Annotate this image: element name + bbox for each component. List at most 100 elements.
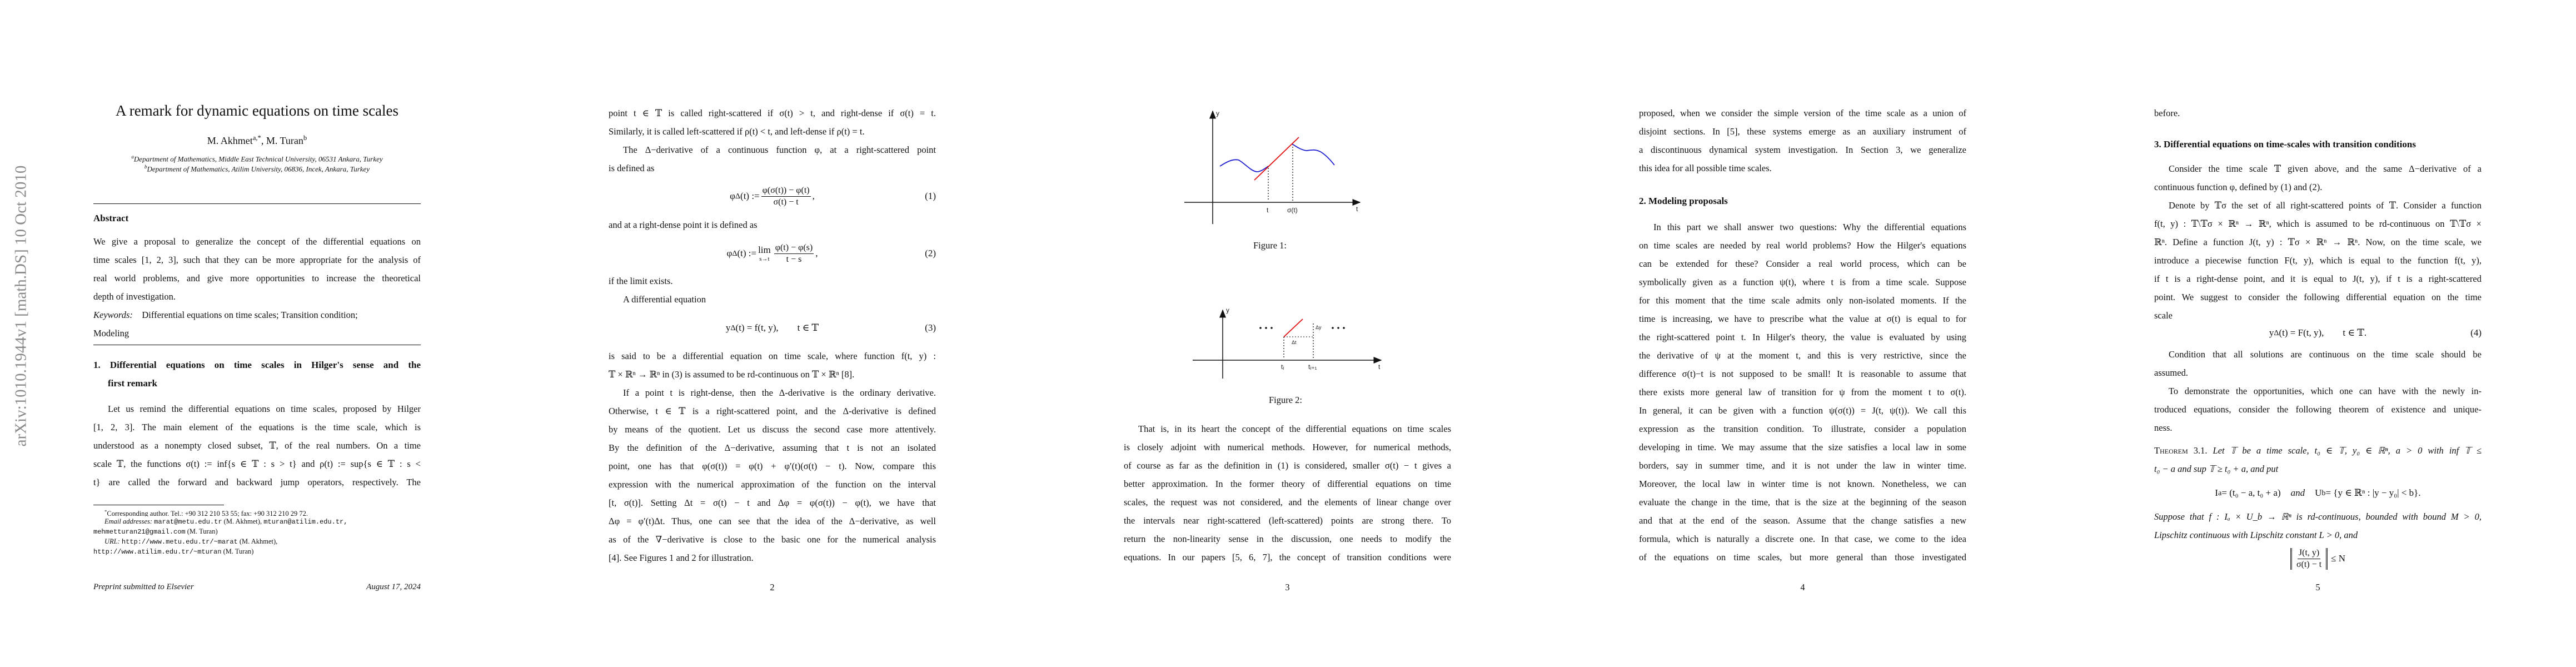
text-line: scale 𝕋, the functions σ(t) := inf{s ∈ 𝕋… <box>93 459 421 469</box>
numerator: φ(σ(t)) − φ(t) <box>761 186 811 197</box>
text-segment: Let 𝕋 be a time scale, t₀ ∈ 𝕋, y₀ ∈ ℝⁿ, … <box>2207 445 2482 456</box>
eq-symbol: φ <box>730 191 735 201</box>
section-3-heading: 3. Differential equations on time-scales… <box>2154 135 2482 153</box>
text-line: Denote by 𝕋σ the set of all right-scatte… <box>2169 200 2482 211</box>
eq-symbol: y <box>725 322 731 333</box>
text-line: mehmetturan21@gmail.com (M. Turan) <box>93 526 421 536</box>
text-line: continuous function φ, defined by (1) an… <box>2154 182 2323 192</box>
text-line: Keywords: Differential equations on time… <box>93 306 421 324</box>
red-segment <box>1283 318 1303 337</box>
text-line: If a point t is right-dense, then the Δ-… <box>623 387 936 398</box>
text-line: point. We suggest to consider the follow… <box>2154 292 2482 302</box>
text-line: disjoint sections. In [5], these systems… <box>1639 126 1966 137</box>
text-line: first remark <box>108 378 157 389</box>
fraction: φ(σ(t)) − φ(t) σ(t) − t <box>761 186 811 207</box>
text-line: point t ∈ 𝕋 is called right-scattered if… <box>609 108 936 118</box>
text-segment: Email addresses: <box>104 517 152 525</box>
author-1: M. Akhmet <box>207 135 253 146</box>
eq-text: (t) := <box>740 191 760 201</box>
limit: lim s→t <box>758 245 771 262</box>
date: August 17, 2024 <box>366 583 421 591</box>
text-line: difference σ(t)−t is not supposed to be … <box>1639 369 1966 379</box>
author-1-affil: a,* <box>252 134 261 142</box>
text-line: [t, σ(t)]. Setting Δt = σ(t) − t and Δφ … <box>609 497 936 508</box>
text-line: Theorem 3.1. Let 𝕋 be a time scale, t₀ ∈… <box>2154 441 2482 460</box>
text-line: symbolically given as a function ψ(t), w… <box>1639 277 1966 287</box>
curve-right <box>1292 143 1335 166</box>
page-number: 5 <box>2315 582 2320 593</box>
text-segment: (M. Akhmet), <box>237 537 278 545</box>
text-line: can be extended for these? Consider a re… <box>1639 258 1966 269</box>
text-line: expression as the transition condition. … <box>1639 424 1966 434</box>
text-line: equations. In our papers [5, 6, 7], the … <box>1124 552 1451 563</box>
ellipsis-left <box>1259 327 1273 329</box>
page-number: 4 <box>1800 582 1805 593</box>
text-segment: (M. Akhmet), <box>222 517 264 525</box>
eq-sup: Δ <box>735 191 741 201</box>
text-line: 2. Modeling proposals <box>1639 196 1728 206</box>
text-segment: Differential equations on time scales; T… <box>132 310 358 320</box>
eq-sup: Δ <box>732 248 738 258</box>
text-line: t} are called the forward and backward j… <box>93 477 421 487</box>
dt-label: Δt <box>1292 340 1297 345</box>
text-line: [4]. See Figures 1 and 2 for illustratio… <box>609 552 754 563</box>
text-line: and that at the end of the season. Assum… <box>1639 515 1966 526</box>
text-segment: mturan@atilim.edu.tr, <box>263 518 348 526</box>
text-segment: URL: <box>104 537 120 545</box>
paragraph: if the limit exists. A differential equat… <box>609 272 936 308</box>
t-tick-label: t <box>1267 206 1269 214</box>
section-1-heading: 1. Differential equations on time scales… <box>93 356 421 392</box>
affiliation-b: bDepartment of Mathematics, Atilim Unive… <box>93 164 421 173</box>
paragraph: That is, in its heart the concept of the… <box>1124 420 1451 566</box>
text-line: Consider the time scale 𝕋 given above, a… <box>2169 163 2482 174</box>
text-line: if t is a right-dense point, and it is e… <box>2154 273 2482 284</box>
heading-text: Abstract <box>93 213 129 223</box>
affil-text: Department of Mathematics, Middle East T… <box>133 155 383 163</box>
text-line: f(t, y) : 𝕋\𝕋σ × ℝⁿ → ℝⁿ, which is assum… <box>2154 218 2482 229</box>
text-line: introduce a piecewise function F(t, y), … <box>2154 255 2482 266</box>
text-line: the derivative of ψ at the moment t, and… <box>1639 350 1966 361</box>
text-line: In this part we shall answer two questio… <box>1653 222 1966 232</box>
figure-2: y Δy Δt tᵢ tᵢ₊₁ t <box>1193 306 1382 379</box>
text-line: Modeling <box>93 328 129 339</box>
text-segment: Suppose that f : Iₐ × U_b → ℝⁿ is rd-con… <box>2154 511 2482 522</box>
text-line: We give a proposal to generalize the con… <box>93 236 421 247</box>
eq-sup: Δ <box>730 323 736 332</box>
paper-title: A remark for dynamic equations on time s… <box>115 102 399 119</box>
text-line: the intervals near right-scattered (left… <box>1124 515 1451 526</box>
section-1-paragraph: Let us remind the differential equations… <box>93 400 421 491</box>
figure-2-caption: Figure 2: <box>1268 395 1303 405</box>
text-line: Δφ = φ′(t)Δt. Thus, one can see that the… <box>609 516 936 526</box>
text-line: The Δ−derivative of a continuous functio… <box>623 145 936 155</box>
eq-text: , <box>815 248 818 258</box>
text-line: borders, say in summer time, and it is n… <box>1639 460 1966 471</box>
text-line: is defined as <box>609 163 655 173</box>
affil-marker: b <box>144 164 147 170</box>
eq-text: (t) = f(t, y), t ∈ 𝕋 <box>735 322 819 333</box>
equation-4: y Δ (t) = F(t, y), t ∈ 𝕋. (4) <box>2154 316 2482 350</box>
eq-text: , <box>812 191 815 201</box>
text-line: depth of investigation. <box>93 291 176 302</box>
page-footer: Preprint submitted to Elsevier August 17… <box>93 583 421 592</box>
page-2: point t ∈ 𝕋 is called right-scattered if… <box>515 0 1030 667</box>
text-line: on time scales are needed by real world … <box>1639 240 1966 251</box>
page-number: 3 <box>1285 582 1290 593</box>
text-line: Moreover, the local law in winter time i… <box>1639 479 1966 489</box>
text-segment: (M. Turan) <box>185 527 218 535</box>
equation-2: φ Δ (t) := lim s→t φ(t) − φ(s) t − s, (2) <box>609 237 936 270</box>
page-5: before. 3. Differential equations on tim… <box>2061 0 2576 667</box>
equation-number: (1) <box>925 191 936 201</box>
text-line: return the non-linearity sense in the di… <box>1124 534 1451 544</box>
text-line: there exists more general law of transit… <box>1639 387 1966 397</box>
eq-text: (t) = F(t, y), t ∈ 𝕋. <box>2279 327 2367 338</box>
text-line: Lipschitz continuous with Lipschitz cons… <box>2154 526 2482 544</box>
equation-1: φ Δ (t) := φ(σ(t)) − φ(t) σ(t) − t, (1) <box>609 180 936 213</box>
text-segment: * <box>104 509 107 514</box>
text-line: t₀ − a and sup 𝕋 ≥ t₀ + a, and put <box>2154 460 2482 478</box>
t-axis-label: t <box>1356 205 1358 213</box>
text-line: before. <box>2154 108 2180 118</box>
text-line: as of the ∇−derivative is close to the b… <box>609 534 936 545</box>
text-segment: Corresponding author. Tel.: +90 312 210 … <box>107 510 308 516</box>
text-line: By the definition of the Δ−derivative, a… <box>609 442 936 453</box>
text-segment: Lipschitz continuous with Lipschitz cons… <box>2154 530 2358 540</box>
